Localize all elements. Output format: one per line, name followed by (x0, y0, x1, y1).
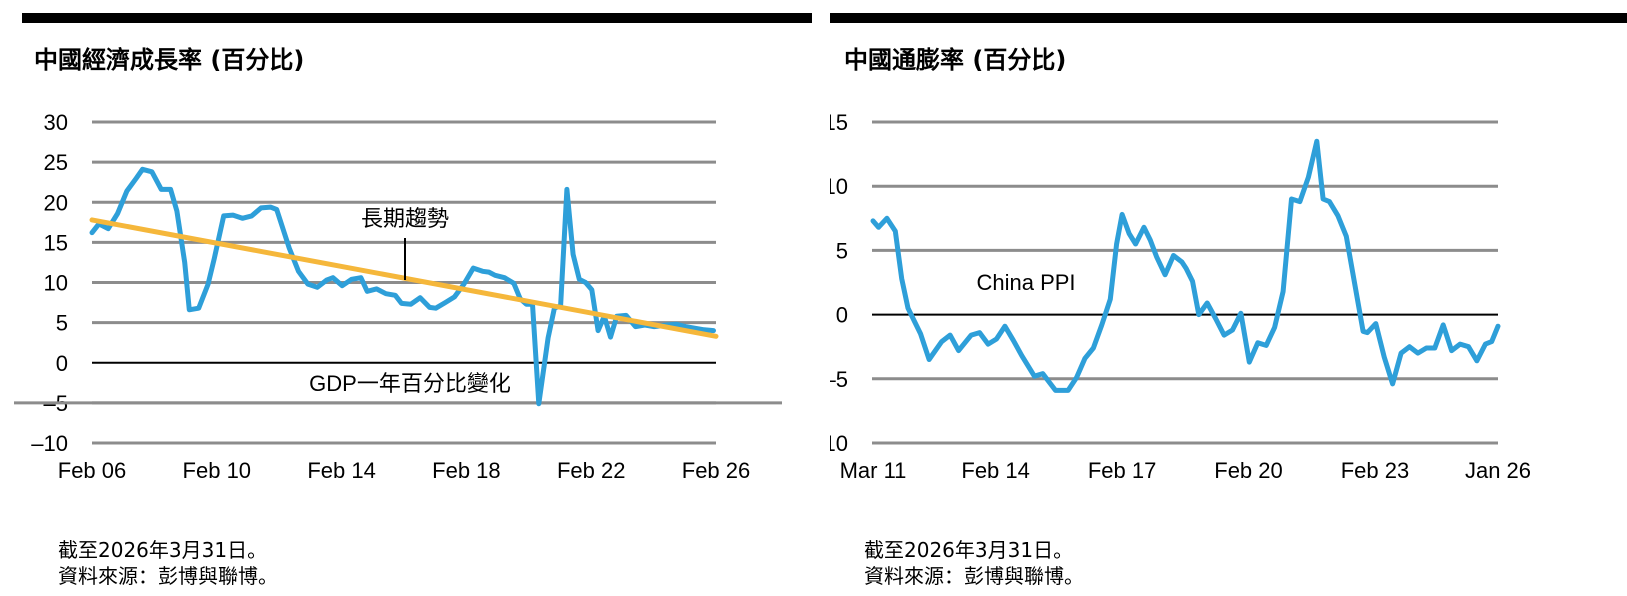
y-tick-label: 0 (836, 303, 848, 328)
y-tick-label: 5 (56, 311, 68, 336)
ppi-chart-panel: 中國通膨率 (百分比) 15 10 5 0 –5 –10 Mar 11 Feb 14 Feb 1… (830, 0, 1627, 596)
series-annotation: China PPI (976, 270, 1075, 295)
series-line (89, 166, 716, 407)
chart-notes: 截至2026年3月31日。 資料來源：彭博與聯博。 (864, 537, 1084, 589)
source-note: 資料來源：彭博與聯博。 (58, 564, 278, 588)
china-ppi-chart: 15 10 5 0 –5 –10 Mar 11 Feb 14 Feb 17 Feb 20 Feb 2… (830, 110, 1531, 483)
y-tick-label: –5 (830, 367, 848, 392)
chart-notes: 截至2026年3月31日。 資料來源：彭博與聯博。 (58, 537, 278, 589)
y-tick-label: 25 (44, 150, 68, 175)
y-tick-label: –10 (31, 431, 68, 456)
x-tick-label: Feb 20 (1214, 458, 1283, 483)
series-annotation: GDP一年百分比變化 (309, 371, 511, 396)
x-tick-label: Feb 06 (58, 458, 127, 483)
chart-title: 中國經濟成長率 (百分比) (34, 46, 305, 74)
panel-top-bar (22, 13, 812, 23)
x-tick-label: Jan 26 (1465, 458, 1531, 483)
x-tick-label: Feb 18 (432, 458, 501, 483)
x-tick-label: Feb 26 (682, 458, 751, 483)
x-tick-label: Feb 14 (961, 458, 1030, 483)
as-of-note: 截至2026年3月31日。 (864, 538, 1074, 562)
y-tick-label: 15 (830, 110, 848, 135)
gdp-chart-panel: 中國經濟成長率 (百分比) 30 25 20 15 10 5 0 –5 –10 Feb 06 Feb… (14, 13, 812, 589)
series-line (870, 138, 1501, 393)
source-note: 資料來源：彭博與聯博。 (864, 564, 1084, 588)
y-tick-label: 5 (836, 238, 848, 263)
as-of-note: 截至2026年3月31日。 (58, 538, 268, 562)
y-tick-label: 15 (44, 230, 68, 255)
x-tick-label: Feb 23 (1341, 458, 1410, 483)
y-tick-label: 30 (44, 110, 68, 135)
x-tick-label: Feb 17 (1088, 458, 1157, 483)
y-tick-label: 20 (44, 190, 68, 215)
x-tick-label: Mar 11 (840, 458, 907, 483)
panel-top-bar (830, 13, 1627, 23)
x-tick-label: Feb 22 (557, 458, 626, 483)
y-tick-label: 0 (56, 351, 68, 376)
x-tick-label: Feb 10 (183, 458, 252, 483)
chart-title: 中國通膨率 (百分比) (844, 46, 1067, 74)
y-tick-label: 10 (44, 271, 68, 296)
y-tick-label: 10 (830, 174, 848, 199)
y-tick-label: –10 (830, 431, 848, 456)
x-tick-label: Feb 14 (307, 458, 376, 483)
trend-annotation: 長期趨勢 (361, 206, 449, 231)
